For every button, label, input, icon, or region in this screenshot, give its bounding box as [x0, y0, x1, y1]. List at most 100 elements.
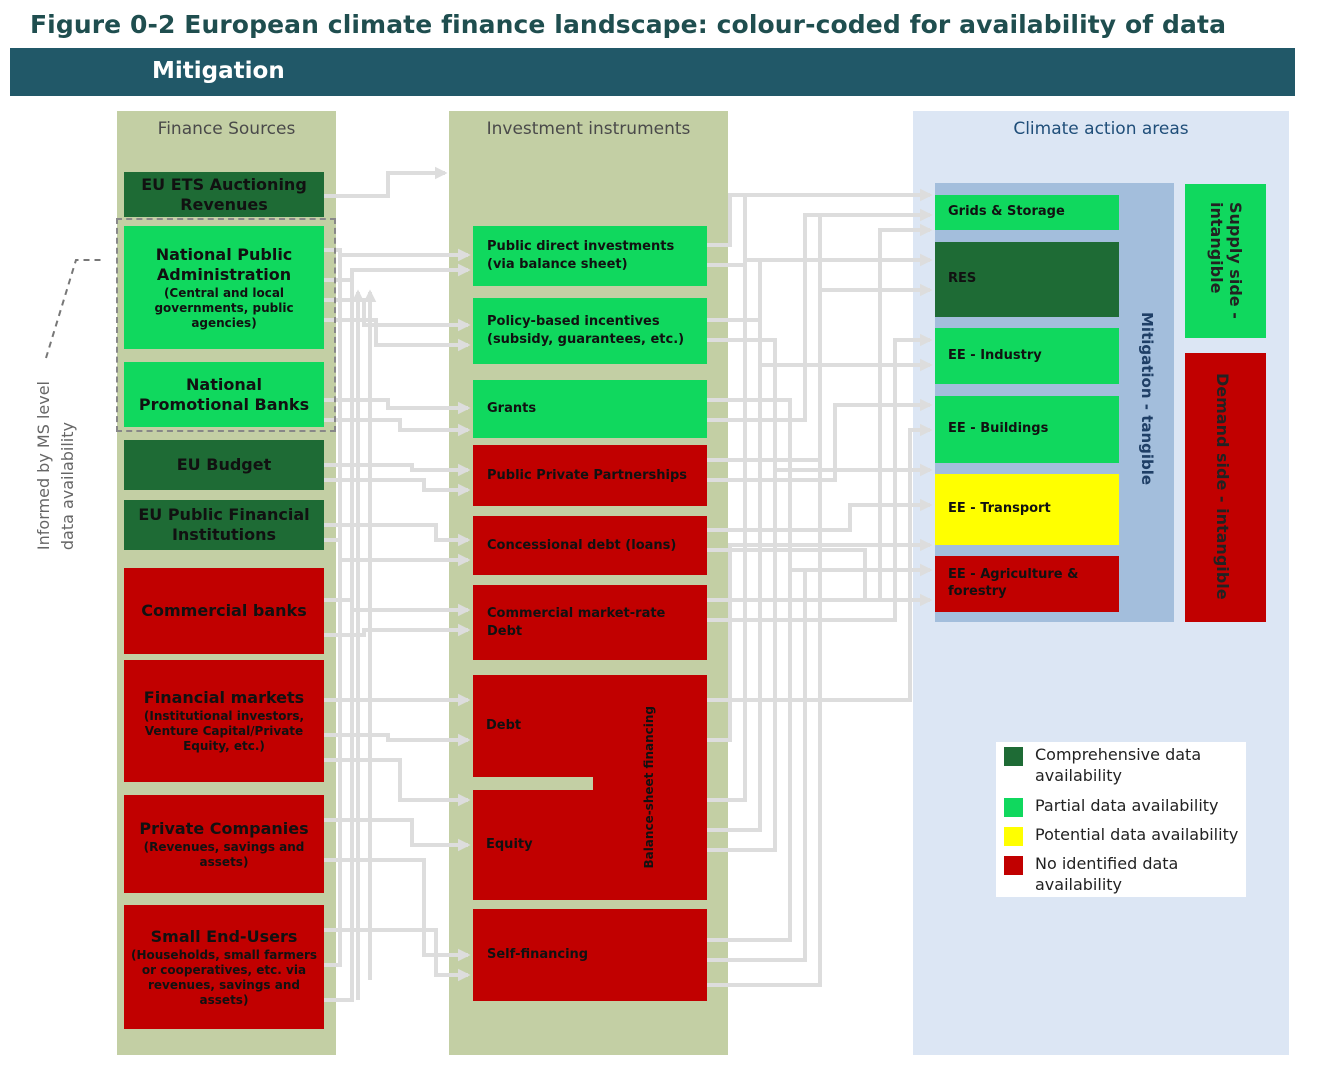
mitigation-tangible-label: Mitigation - tangible	[1138, 312, 1156, 486]
area-label: EE - Agriculture & forestry	[948, 567, 1079, 599]
source-eu-public-financial-institutions: EU Public Financial Institutions	[124, 500, 324, 550]
legend: Comprehensive data availability Partial …	[996, 742, 1246, 897]
mitigation-banner: Mitigation	[10, 48, 1295, 96]
flow-arrow	[707, 253, 933, 832]
ms-level-note-line1: Informed by MS level	[34, 380, 53, 550]
instrument-label: Equity	[486, 837, 533, 852]
demand-side-label: Demand side - intangible	[1213, 373, 1232, 600]
flow-arrow	[324, 758, 471, 807]
banner-label: Mitigation	[152, 58, 285, 84]
source-sublabel: (Revenues, savings and assets)	[143, 839, 305, 869]
flow-arrow	[324, 928, 471, 982]
ms-level-dashed-frame	[116, 218, 336, 432]
legend-swatch	[1004, 747, 1023, 766]
source-label: EU ETS Auctioning Revenues	[141, 174, 307, 214]
legend-label: Comprehensive data availability	[1035, 745, 1202, 785]
legend-label: No identified data availability	[1035, 854, 1179, 894]
instrument-label: Debt	[486, 718, 522, 733]
source-label: EU Public Financial Institutions	[138, 505, 310, 544]
flow-arrow	[707, 358, 933, 852]
balance-sheet-divider	[473, 777, 593, 790]
supply-side-label: Supply side - intangible	[1207, 202, 1245, 319]
investment-instruments-heading: Investment instruments	[486, 119, 691, 139]
area-label: EE - Transport	[948, 501, 1051, 517]
flow-arrow	[707, 463, 933, 942]
flow-arrow	[324, 463, 471, 477]
source-label: Small End-Users	[150, 926, 298, 946]
flow-arrow	[707, 538, 933, 742]
legend-swatch	[1004, 856, 1023, 875]
source-small-end-users: Small End-Users (Households, small farme…	[124, 905, 324, 1029]
flow-arrow	[324, 478, 471, 497]
area-label: EE - Industry	[948, 347, 1042, 363]
instrument-public-direct-investments: Public direct investments (via balance s…	[473, 226, 707, 286]
area-ee-agriculture-forestry: EE - Agriculture & forestry	[935, 556, 1119, 612]
instrument-commercial-market-rate-debt: Commercial market-rate Debt	[473, 585, 707, 660]
flow-arrow	[707, 223, 933, 602]
area-ee-industry: EE - Industry	[935, 328, 1119, 384]
source-national-promotional-banks: National Promotional Banks	[124, 362, 324, 427]
climate-action-areas-heading: Climate action areas	[1013, 119, 1189, 139]
source-label: Commercial banks	[141, 601, 307, 620]
legend-item-potential: Potential data availability	[1004, 825, 1238, 846]
demand-side-intangible-box: Demand side - intangible	[1185, 353, 1266, 622]
area-label: RES	[948, 271, 977, 287]
flow-arrow	[324, 733, 471, 747]
source-label: EU Budget	[176, 455, 272, 474]
flow-arrow	[324, 263, 471, 1002]
flow-arrow	[324, 248, 471, 967]
flow-arrow	[324, 166, 448, 198]
flow-arrow	[324, 623, 471, 637]
source-financial-markets: Financial markets (Institutional investo…	[124, 660, 324, 782]
instrument-label: Concessional debt (loans)	[487, 537, 677, 553]
flow-arrow	[707, 423, 933, 702]
area-ee-buildings: EE - Buildings	[935, 396, 1119, 463]
ms-level-note-line2: data availability	[58, 421, 77, 550]
flow-arrow	[324, 598, 471, 617]
area-res: RES	[935, 242, 1119, 317]
supply-side-intangible-box: Supply side - intangible	[1185, 184, 1266, 338]
flow-arrow	[324, 818, 471, 852]
area-ee-transport: EE - Transport	[935, 474, 1119, 545]
instrument-label: Policy-based incentives (subsidy, guaran…	[487, 314, 685, 347]
source-sublabel: (Institutional investors, Venture Capita…	[143, 709, 305, 753]
flow-arrow	[324, 418, 471, 437]
instrument-label: Self-financing	[487, 947, 589, 963]
source-eu-budget: EU Budget	[124, 440, 324, 490]
source-sublabel: (Households, small farmers or cooperativ…	[130, 947, 318, 1007]
area-label: EE - Buildings	[948, 421, 1049, 437]
legend-label: Potential data availability	[1035, 825, 1239, 844]
legend-label: Partial data availability	[1035, 796, 1219, 815]
legend-item-comprehensive: Comprehensive data availability	[1004, 745, 1215, 787]
instrument-self-financing: Self-financing	[473, 909, 707, 1001]
source-label: National Promotional Banks	[138, 374, 310, 414]
flow-arrow	[707, 208, 933, 987]
instrument-label: Public direct investments (via balance s…	[487, 239, 675, 272]
flow-arrow	[707, 548, 933, 607]
ms-level-dashed-leader	[45, 259, 102, 359]
legend-swatch	[1004, 827, 1023, 846]
source-commercial-banks: Commercial banks	[124, 568, 324, 654]
instrument-public-private-partnerships: Public Private Partnerships	[473, 445, 707, 506]
flow-arrow	[707, 398, 933, 482]
instrument-label: Public Private Partnerships	[487, 467, 687, 483]
source-eu-ets-auctioning: EU ETS Auctioning Revenues	[124, 172, 324, 217]
source-national-public-administration: National Public Administration (Central …	[124, 226, 324, 349]
flow-arrow	[324, 298, 471, 332]
flow-arrow	[707, 563, 933, 962]
legend-swatch	[1004, 798, 1023, 817]
source-private-companies: Private Companies (Revenues, savings and…	[124, 795, 324, 893]
source-sublabel: (Central and local governments, public a…	[154, 285, 294, 330]
source-label: Financial markets	[143, 688, 305, 707]
flow-arrow	[324, 523, 471, 547]
figure-title: Figure 0-2 European climate finance land…	[30, 10, 1227, 39]
legend-item-none: No identified data availability	[1004, 854, 1215, 896]
instrument-label: Grants	[487, 401, 537, 417]
source-label: National Public Administration	[155, 244, 293, 284]
instrument-grants: Grants	[473, 380, 707, 438]
instrument-label: Commercial market-rate Debt	[487, 605, 666, 639]
ms-level-note: Informed by MS level data availability	[34, 355, 84, 550]
area-label: Grids & Storage	[948, 204, 1065, 220]
area-grids-storage: Grids & Storage	[935, 195, 1119, 230]
